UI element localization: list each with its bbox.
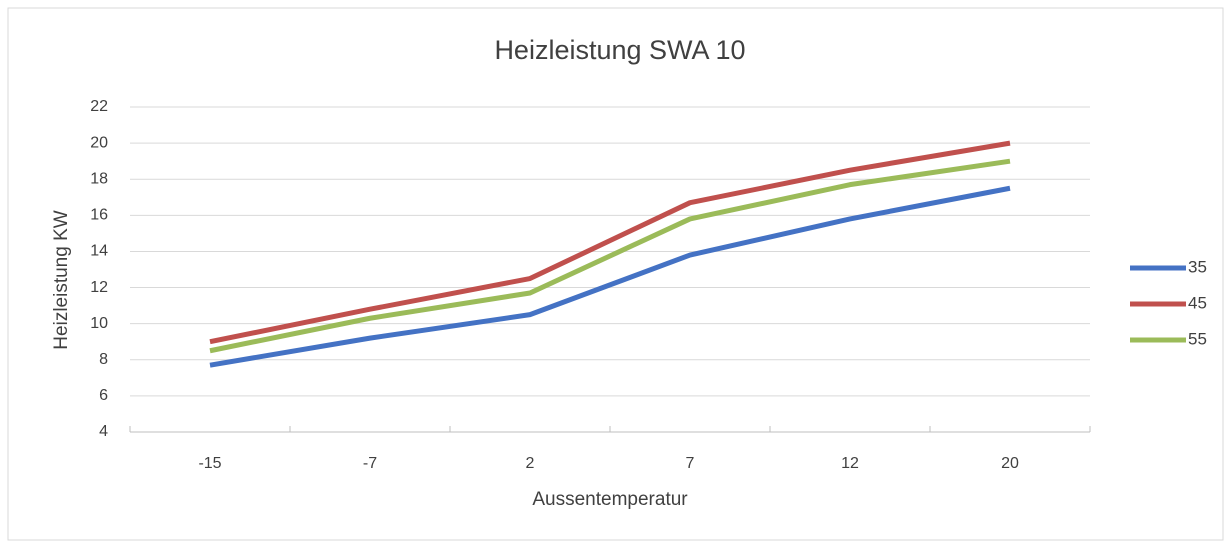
legend-label: 55 <box>1188 329 1207 348</box>
y-tick-label: 16 <box>90 207 108 224</box>
x-tick-label: 2 <box>526 455 535 472</box>
legend-label: 45 <box>1188 293 1207 312</box>
y-tick-label: 14 <box>90 243 108 260</box>
x-tick-label: 20 <box>1001 455 1019 472</box>
y-tick-label: 6 <box>99 387 108 404</box>
chart-frame <box>7 7 1224 541</box>
x-tick-label: -7 <box>363 455 377 472</box>
y-tick-label: 4 <box>99 423 108 440</box>
y-axis-label: Heizleistung KW <box>51 210 72 349</box>
y-tick-label: 22 <box>90 98 108 115</box>
legend-label: 35 <box>1188 257 1207 276</box>
line-series <box>209 185 1011 368</box>
line-series <box>209 158 1011 354</box>
y-tick-label: 20 <box>90 134 108 151</box>
x-tick-label: 12 <box>841 455 859 472</box>
y-tick-label: 18 <box>90 170 108 187</box>
y-tick-label: 12 <box>90 279 108 296</box>
line-series <box>209 140 1011 345</box>
y-tick-label: 8 <box>99 351 108 368</box>
x-tick-label: -15 <box>198 455 221 472</box>
x-tick-label: 7 <box>686 455 695 472</box>
x-axis-label: Aussentemperatur <box>532 489 688 510</box>
chart-title: Heizleistung SWA 10 <box>494 35 745 65</box>
y-tick-label: 10 <box>90 315 108 332</box>
